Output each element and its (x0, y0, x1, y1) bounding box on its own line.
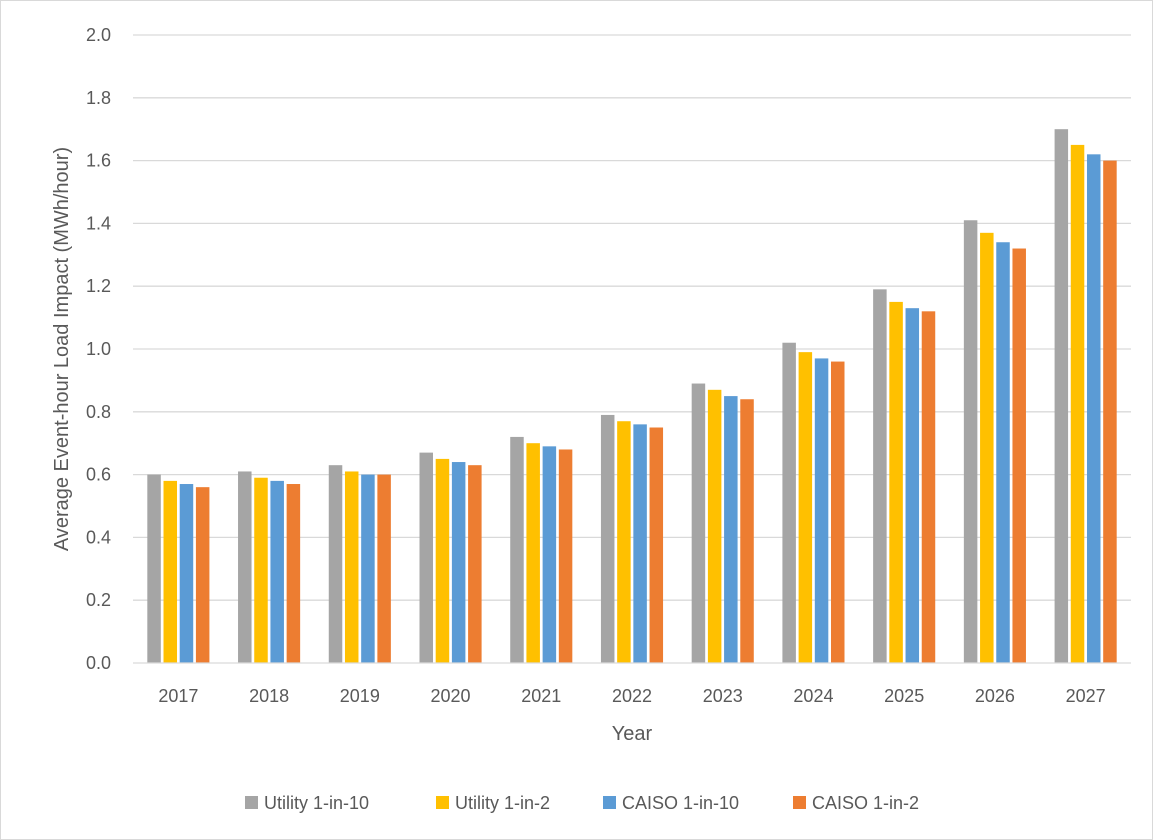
bar-utility-1-in-10-2025 (873, 289, 887, 663)
x-tick-labels: 2017 2018 2019 2020 2021 2022 2023 2024 2025 2026… (158, 686, 1105, 706)
bar-caiso-1-in-10-2023 (724, 396, 738, 663)
y-tick-label: 0.2 (86, 590, 111, 610)
legend-swatch (436, 796, 449, 809)
legend-label: CAISO 1-in-10 (622, 793, 739, 813)
x-tick-label: 2023 (703, 686, 743, 706)
bar-utility-1-in-2-2022 (617, 421, 631, 663)
x-tick-label: 2025 (884, 686, 924, 706)
bar-caiso-1-in-10-2017 (179, 484, 194, 663)
bar-utility-1-in-2-2021 (526, 443, 540, 663)
bar-caiso-1-in-2-2020 (468, 465, 482, 663)
bar-caiso-1-in-2-2025 (921, 311, 936, 663)
bar-caiso-1-in-10-2027 (1086, 154, 1101, 663)
x-tick-label: 2026 (975, 686, 1015, 706)
bar-utility-1-in-2-2024 (798, 352, 813, 663)
y-tick-label: 1.2 (86, 276, 111, 296)
y-tick-label: 2.0 (86, 25, 111, 45)
bar-utility-1-in-10-2018 (238, 471, 252, 663)
legend-swatch (245, 796, 258, 809)
bar-utility-1-in-10-2023 (691, 383, 706, 663)
bar-utility-1-in-2-2018 (254, 477, 268, 663)
bar-utility-1-in-10-2020 (419, 452, 433, 663)
bar-utility-1-in-10-2019 (328, 465, 343, 663)
bar-utility-1-in-2-2020 (435, 458, 450, 663)
x-tick-label: 2024 (793, 686, 833, 706)
legend: Utility 1-in-10 Utility 1-in-2 CAISO 1-in-… (245, 793, 919, 813)
bar-caiso-1-in-10-2024 (814, 358, 829, 663)
bar-utility-1-in-2-2026 (980, 232, 994, 663)
legend-label: Utility 1-in-10 (264, 793, 369, 813)
x-tick-label: 2020 (431, 686, 471, 706)
bar-utility-1-in-10-2026 (963, 220, 978, 663)
bar-utility-1-in-10-2024 (782, 342, 796, 663)
x-tick-label: 2018 (249, 686, 289, 706)
bar-caiso-1-in-10-2018 (270, 480, 284, 663)
x-tick-label: 2021 (521, 686, 561, 706)
bar-utility-1-in-10-2017 (147, 474, 161, 663)
legend-label: CAISO 1-in-2 (812, 793, 919, 813)
bar-caiso-1-in-2-2019 (377, 474, 391, 663)
bar-caiso-1-in-2-2023 (740, 399, 754, 663)
legend-label: Utility 1-in-2 (455, 793, 550, 813)
y-axis-title: Average Event-hour Load Impact (MWh/hour… (51, 147, 73, 551)
bars (147, 129, 1117, 664)
bar-utility-1-in-2-2025 (889, 301, 903, 663)
y-tick-label: 0.4 (86, 527, 111, 547)
x-axis-title: Year (612, 723, 653, 745)
bar-utility-1-in-2-2027 (1070, 144, 1085, 663)
bar-caiso-1-in-10-2022 (633, 424, 647, 663)
bar-caiso-1-in-2-2026 (1012, 248, 1026, 663)
x-tick-label: 2027 (1066, 686, 1106, 706)
bar-caiso-1-in-2-2027 (1103, 160, 1117, 663)
bar-utility-1-in-10-2027 (1054, 129, 1069, 663)
x-tick-label: 2017 (158, 686, 198, 706)
bar-caiso-1-in-2-2024 (831, 361, 845, 663)
bar-caiso-1-in-10-2021 (542, 446, 557, 663)
bar-utility-1-in-2-2017 (163, 480, 178, 663)
y-tick-labels: 0.0 0.2 0.4 0.6 0.8 1.0 1.2 1.4 1.6 1.8 2.0 (86, 25, 111, 673)
legend-swatch (603, 796, 616, 809)
bar-utility-1-in-2-2019 (344, 471, 359, 663)
bar-utility-1-in-10-2021 (510, 436, 524, 663)
y-tick-label: 1.4 (86, 213, 111, 233)
y-tick-label: 0.6 (86, 465, 111, 485)
bar-caiso-1-in-10-2020 (451, 462, 466, 663)
y-tick-label: 0.8 (86, 402, 111, 422)
legend-swatch (793, 796, 806, 809)
y-tick-label: 1.0 (86, 339, 111, 359)
bar-caiso-1-in-2-2022 (649, 427, 664, 663)
bar-utility-1-in-2-2023 (707, 389, 722, 663)
x-tick-label: 2019 (340, 686, 380, 706)
y-tick-label: 1.6 (86, 151, 111, 171)
bar-utility-1-in-10-2022 (600, 414, 615, 663)
y-tick-label: 1.8 (86, 88, 111, 108)
bar-caiso-1-in-10-2019 (361, 474, 375, 663)
bar-caiso-1-in-10-2025 (905, 308, 920, 663)
x-tick-label: 2022 (612, 686, 652, 706)
bar-caiso-1-in-2-2017 (195, 487, 210, 663)
y-tick-label: 0.0 (86, 653, 111, 673)
bar-caiso-1-in-10-2026 (996, 242, 1010, 664)
bar-caiso-1-in-2-2021 (558, 449, 573, 663)
bar-caiso-1-in-2-2018 (286, 484, 301, 663)
